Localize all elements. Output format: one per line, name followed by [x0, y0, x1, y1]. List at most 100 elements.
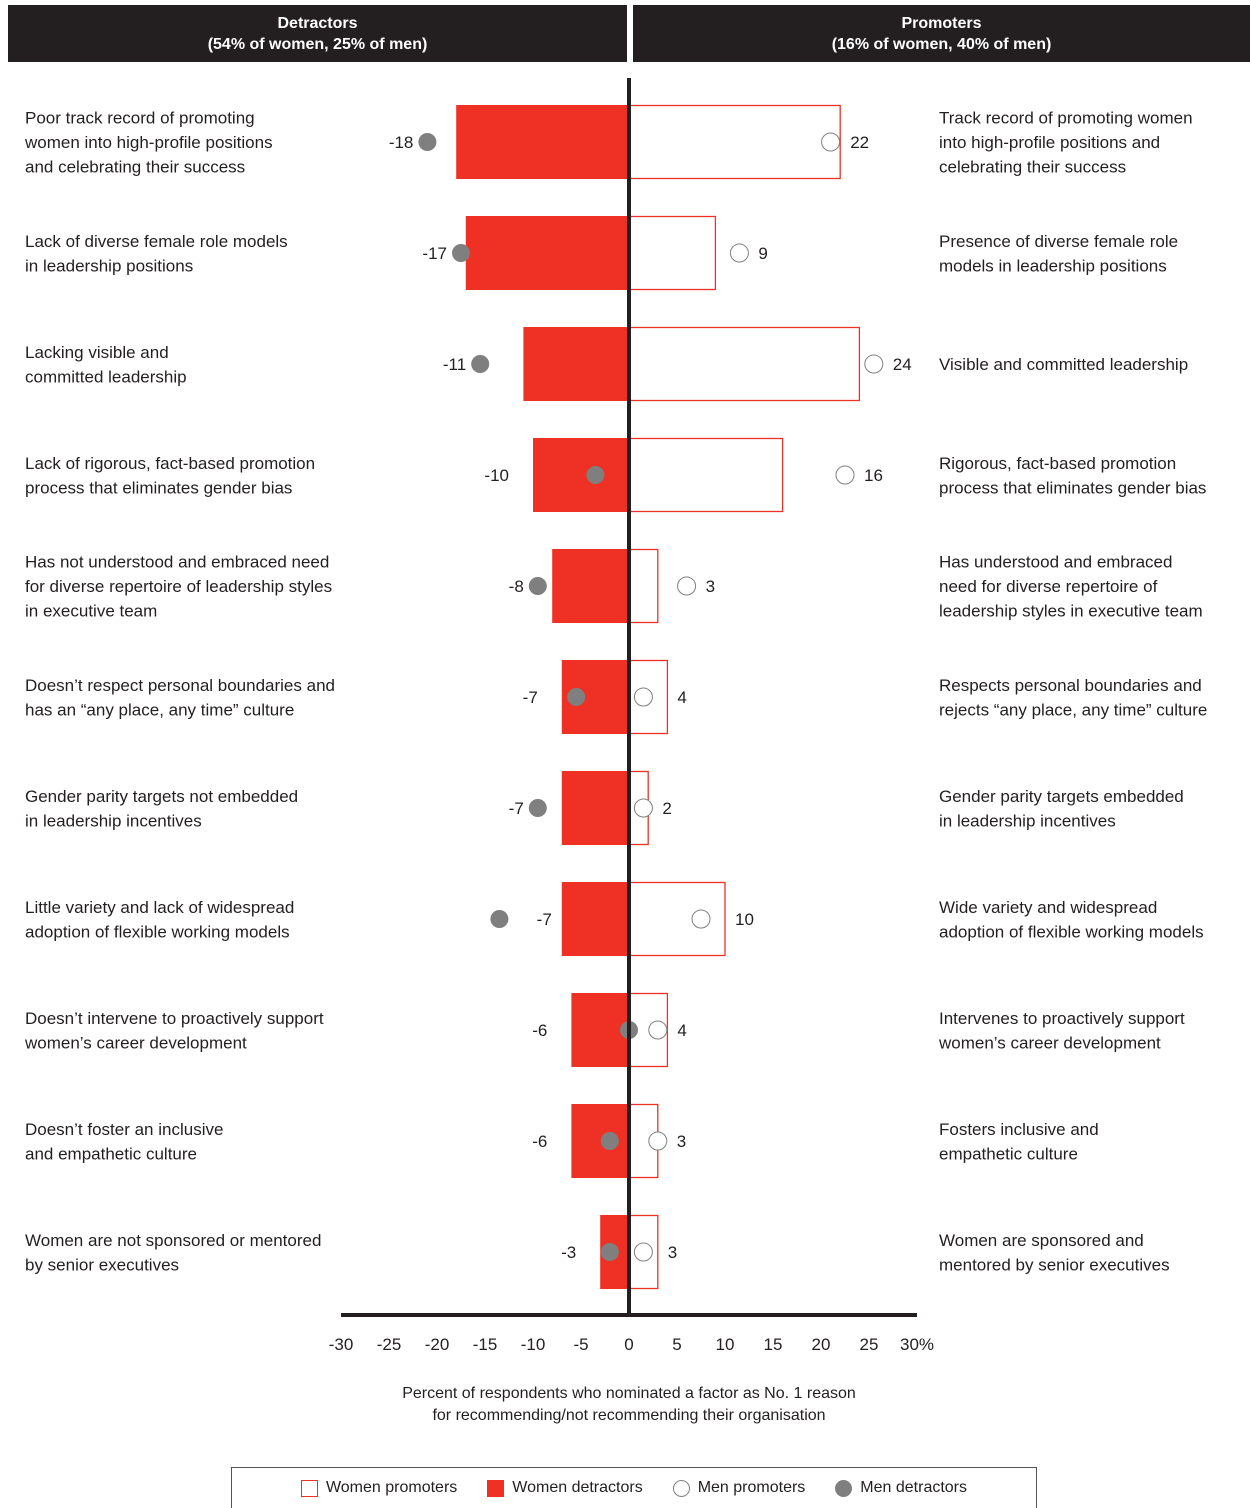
- promoters-title: Promoters: [901, 14, 982, 32]
- detractor-category-label: women into high-profile positions: [24, 133, 273, 152]
- promoter-category-label: models in leadership positions: [939, 256, 1167, 275]
- value-label-women-detractors: -6: [532, 1021, 547, 1040]
- value-label-women-detractors: -8: [509, 577, 524, 596]
- value-label-women-promoters: 24: [893, 355, 912, 374]
- detractor-category-label: by senior executives: [25, 1255, 179, 1274]
- marker-men-promoters: [691, 909, 711, 929]
- value-label-women-promoters: 3: [668, 1243, 677, 1262]
- detractor-category-label: and celebrating their success: [25, 158, 245, 177]
- x-tick-label: -10: [521, 1335, 546, 1354]
- detractors-subtitle: (54% of women, 25% of men): [207, 35, 428, 53]
- marker-men-detractors: [471, 355, 490, 373]
- x-axis-label-line-2: for recommending/not recommending their …: [432, 1407, 826, 1424]
- detractor-category-label: adoption of flexible working models: [25, 922, 290, 941]
- value-label-women-detractors: -7: [509, 799, 524, 818]
- value-label-women-promoters: 4: [677, 688, 686, 707]
- value-label-women-promoters: 3: [706, 577, 715, 596]
- x-tick-label: 20: [812, 1335, 831, 1354]
- legend-item-men-detractors: Men detractors: [835, 1479, 967, 1497]
- value-label-women-promoters: 22: [850, 133, 869, 152]
- x-tick-label: 30%: [900, 1335, 934, 1354]
- x-tick-label: -15: [473, 1335, 498, 1354]
- value-label-women-promoters: 9: [758, 244, 767, 263]
- marker-men-detractors: [528, 799, 547, 817]
- detractor-category-label: in leadership positions: [25, 256, 193, 275]
- value-label-women-detractors: -7: [537, 910, 552, 929]
- x-tick-label: 0: [624, 1335, 633, 1354]
- value-label-women-detractors: -11: [443, 355, 466, 374]
- value-label-women-promoters: 3: [677, 1132, 686, 1151]
- x-tick-label: 5: [672, 1335, 681, 1354]
- legend-swatch-women-detractors: [487, 1479, 505, 1497]
- detractors-title: Detractors: [277, 14, 358, 32]
- detractor-category-label: committed leadership: [25, 367, 187, 386]
- value-label-women-detractors: -17: [422, 244, 447, 263]
- x-tick-label: -20: [425, 1335, 450, 1354]
- bar-women-detractors: [571, 993, 629, 1067]
- promoter-category-label: Fosters inclusive and: [939, 1120, 1099, 1139]
- bar-women-promoters: [628, 104, 841, 180]
- marker-men-promoters: [648, 1131, 668, 1151]
- x-tick-label: -25: [377, 1335, 402, 1354]
- detractor-category-label: Lacking visible and: [25, 343, 169, 362]
- promoters-subtitle: (16% of women, 40% of men): [831, 35, 1052, 53]
- marker-men-detractors: [528, 577, 547, 595]
- value-label-women-detractors: -18: [389, 133, 414, 152]
- bar-women-promoters: [628, 437, 784, 513]
- marker-men-promoters: [633, 687, 653, 707]
- bar-women-detractors: [561, 882, 629, 956]
- promoter-category-label: adoption of flexible working models: [939, 922, 1204, 941]
- promoter-category-label: into high-profile positions and: [939, 133, 1160, 152]
- detractor-category-label: in executive team: [25, 602, 157, 621]
- marker-men-detractors: [600, 1132, 619, 1150]
- marker-men-promoters: [821, 132, 841, 152]
- legend-swatch-women-promoters: [300, 1479, 318, 1497]
- marker-men-promoters: [648, 1020, 668, 1040]
- bar-women-detractors: [552, 549, 629, 623]
- detractor-category-label: Doesn’t respect personal boundaries and: [25, 676, 335, 695]
- bar-women-promoters: [628, 326, 861, 402]
- value-label-women-detractors: -6: [532, 1132, 547, 1151]
- bar-women-detractors: [456, 105, 629, 179]
- chart-legend: Women promoters Women detractors Men pro…: [231, 1467, 1037, 1508]
- legend-item-women-promoters: Women promoters: [300, 1479, 457, 1497]
- detractor-category-label: Little variety and lack of widespread: [25, 898, 294, 917]
- detractor-category-label: women’s career development: [24, 1033, 247, 1052]
- value-label-women-promoters: 4: [677, 1021, 686, 1040]
- bar-women-promoters: [628, 215, 717, 291]
- promoter-category-label: Intervenes to proactively support: [939, 1009, 1185, 1028]
- bar-women-detractors: [465, 216, 629, 290]
- legend-item-women-detractors: Women detractors: [487, 1479, 643, 1497]
- value-label-women-promoters: 2: [662, 799, 671, 818]
- promoter-category-label: Rigorous, fact-based promotion: [939, 454, 1176, 473]
- promoters-header: Promoters (16% of women, 40% of men): [633, 5, 1250, 62]
- promoter-category-label: empathetic culture: [939, 1144, 1078, 1163]
- detractor-category-label: Lack of diverse female role models: [25, 232, 288, 251]
- promoter-category-label: Wide variety and widespread: [939, 898, 1157, 917]
- promoter-category-label: Visible and committed leadership: [939, 355, 1188, 374]
- promoter-category-label: Women are sponsored and: [939, 1231, 1144, 1250]
- x-tick-label: 10: [716, 1335, 735, 1354]
- marker-men-promoters: [677, 576, 697, 596]
- promoter-category-label: Track record of promoting women: [939, 109, 1193, 128]
- legend-item-men-promoters: Men promoters: [672, 1479, 805, 1497]
- value-label-women-detractors: -7: [523, 688, 538, 707]
- detractor-category-label: in leadership incentives: [25, 811, 202, 830]
- detractor-category-label: Gender parity targets not embedded: [25, 787, 298, 806]
- detractor-category-label: Lack of rigorous, fact-based promotion: [25, 454, 315, 473]
- promoter-category-label: in leadership incentives: [939, 811, 1116, 830]
- detractor-category-label: has an “any place, any time” culture: [25, 700, 294, 719]
- promoter-category-label: rejects “any place, any time” culture: [939, 700, 1207, 719]
- bar-women-promoters: [628, 548, 659, 624]
- detractors-header: Detractors (54% of women, 25% of men): [8, 5, 627, 62]
- detractor-category-label: Has not understood and embraced need: [25, 553, 329, 572]
- marker-men-detractors: [452, 244, 470, 262]
- detractor-category-label: Doesn’t intervene to proactively support: [25, 1009, 324, 1028]
- value-label-women-promoters: 10: [735, 910, 754, 929]
- marker-men-promoters: [729, 243, 749, 263]
- value-label-women-promoters: 16: [864, 466, 883, 485]
- x-tick-label: -5: [573, 1335, 588, 1354]
- bar-women-promoters: [628, 881, 726, 957]
- promoter-category-label: celebrating their success: [939, 158, 1126, 177]
